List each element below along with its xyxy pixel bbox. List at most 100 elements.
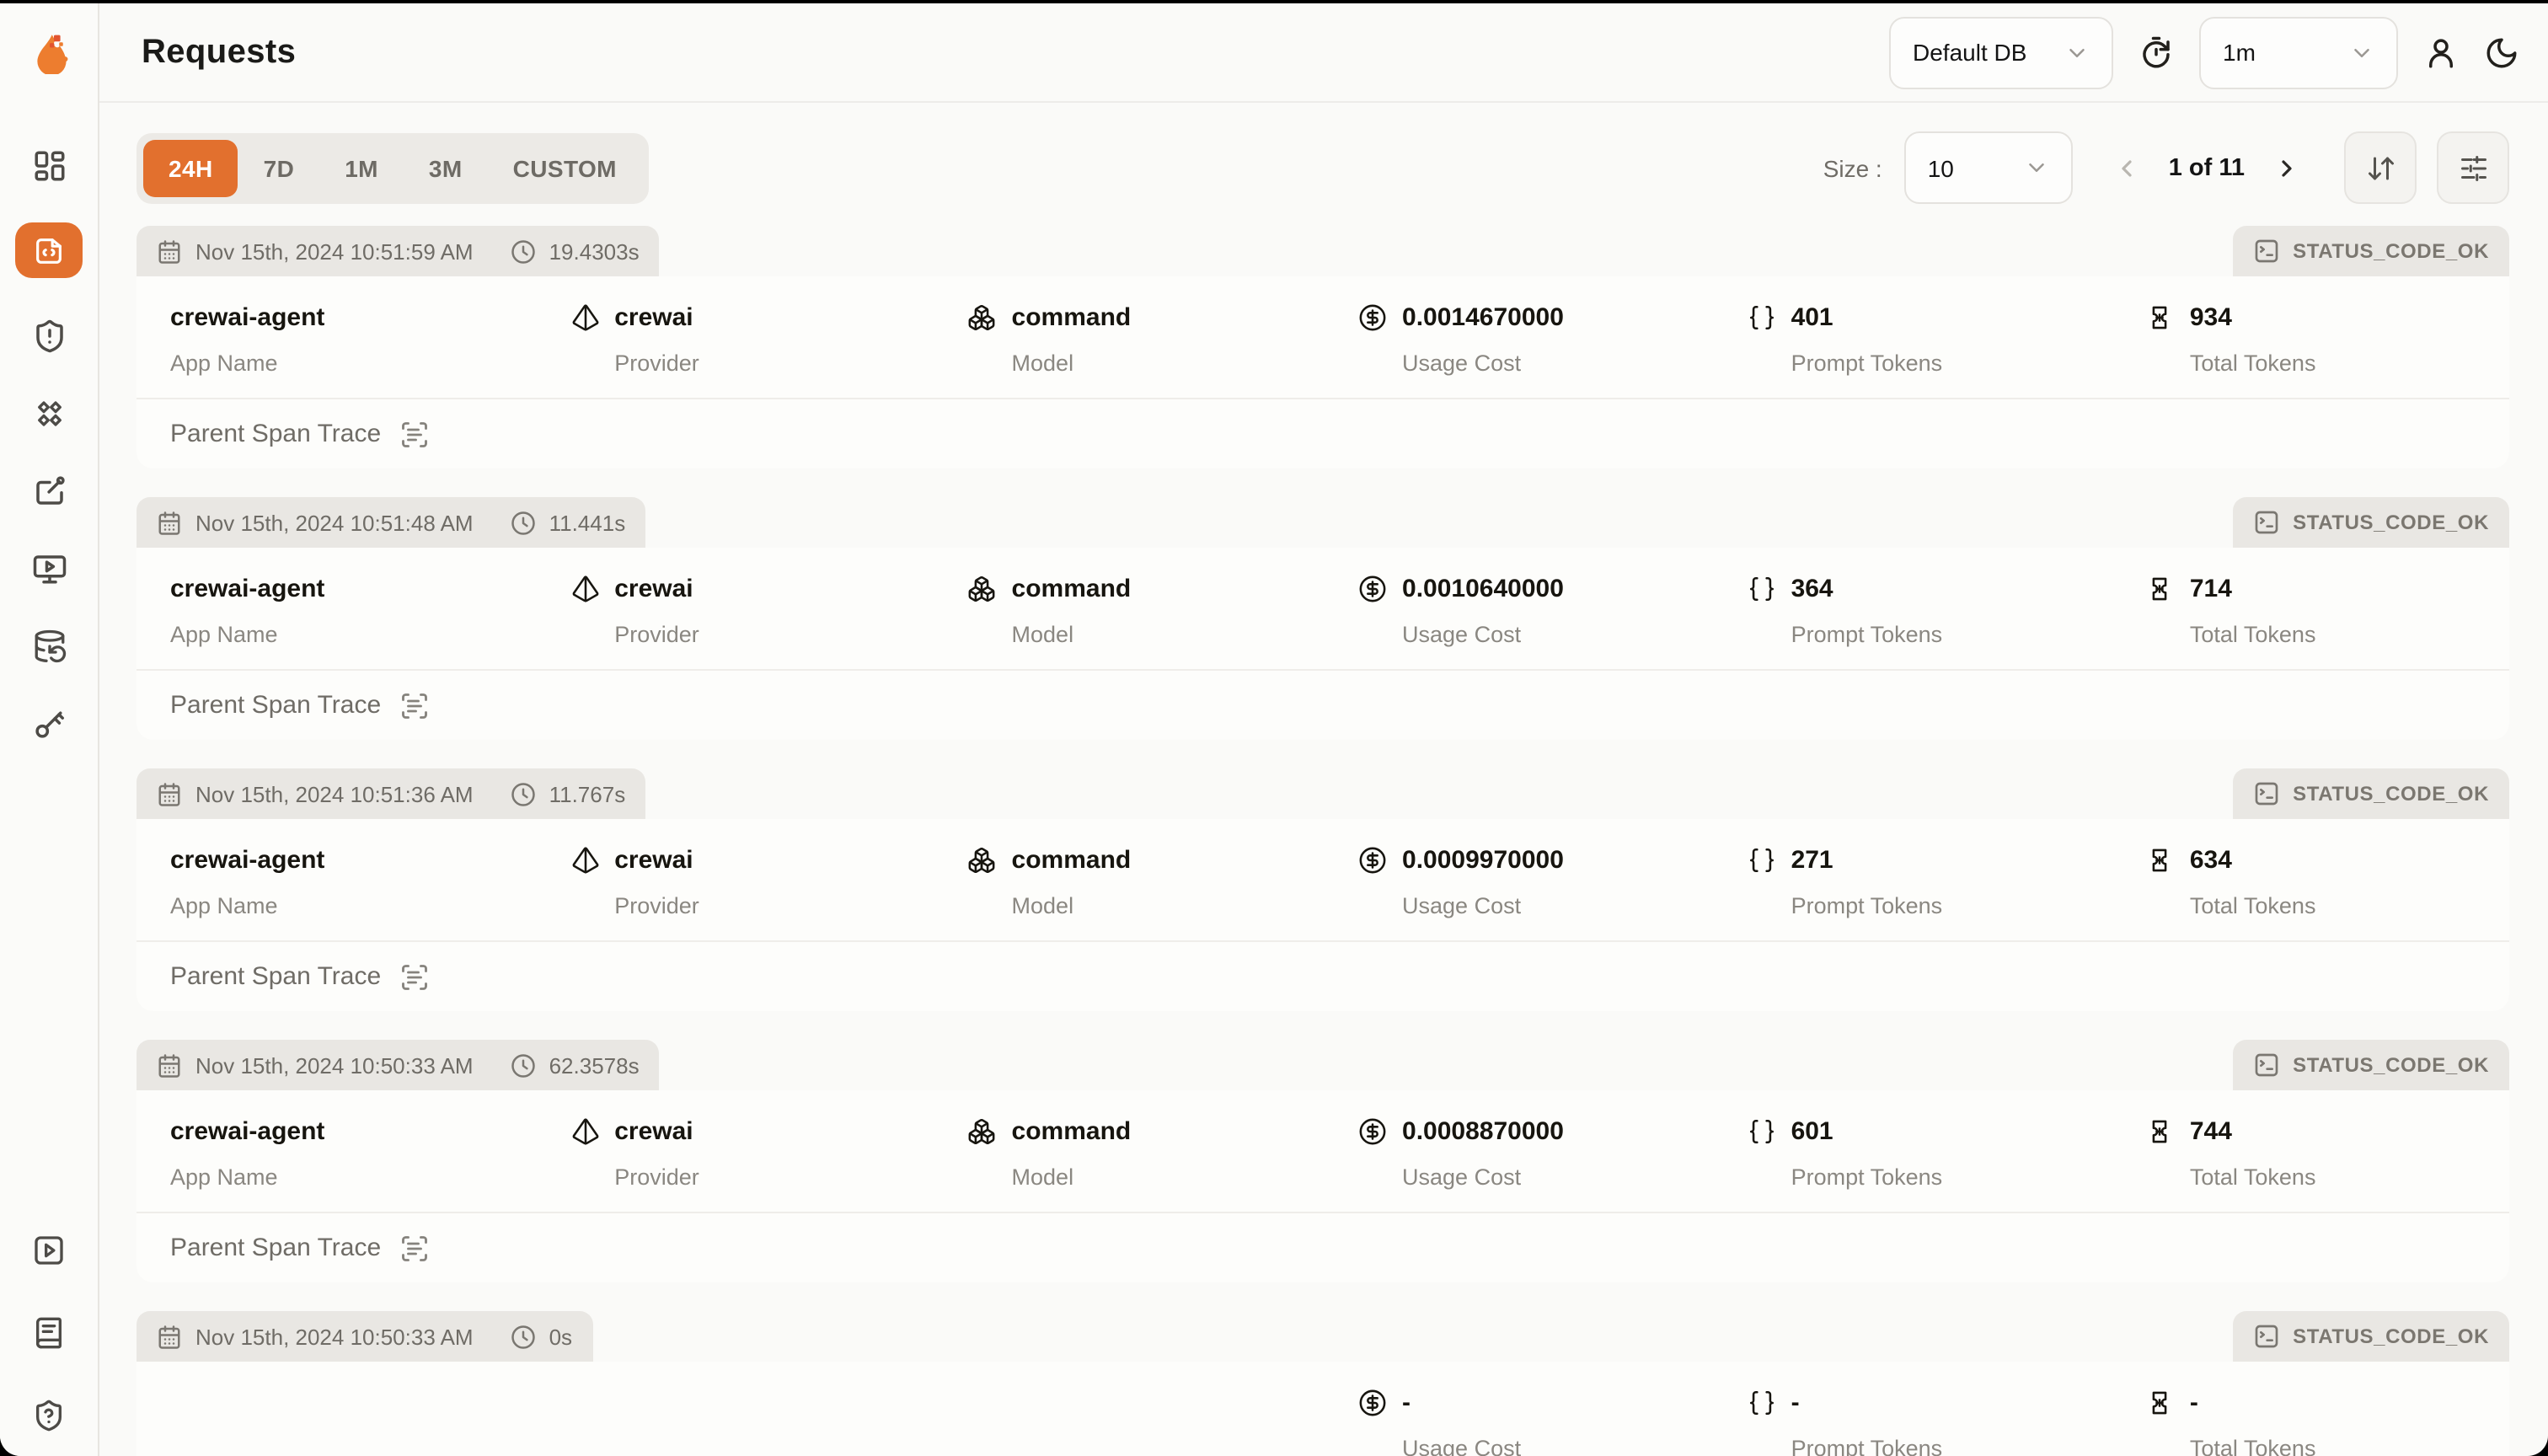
refresh-interval-select[interactable]: 1m [2199, 16, 2398, 88]
sort-button[interactable] [2344, 131, 2417, 204]
app-name-value: crewai-agent [170, 575, 325, 603]
tab-24h[interactable]: 24H [143, 139, 238, 196]
ticket-icon [2146, 303, 2175, 332]
tab-1m[interactable]: 1M [345, 154, 378, 181]
field-app-name: crewai-agent App Name [170, 300, 570, 376]
model-label: Model [1011, 351, 1074, 376]
request-card[interactable]: Nov 15th, 2024 10:51:48 AM 11.441s STATU… [136, 497, 2509, 740]
tab-7d[interactable]: 7D [263, 154, 295, 181]
field-usage-cost: 0.0008870000 Usage Cost [1358, 1114, 1748, 1190]
field-model: command Model [968, 843, 1359, 918]
calendar-icon [157, 510, 182, 535]
status-badge: STATUS_CODE_OK [2232, 497, 2509, 548]
parent-span-trace-label: Parent Span Trace [170, 691, 382, 720]
clock-icon [511, 781, 536, 806]
chevron-down-icon [2064, 40, 2090, 65]
braces-icon [1748, 1117, 1776, 1146]
model-label: Model [1011, 622, 1074, 647]
field-total-tokens: 634 Total Tokens [2146, 843, 2476, 918]
pyramid-icon [570, 846, 599, 875]
tab-custom[interactable]: CUSTOM [512, 154, 617, 181]
dark-mode-toggle[interactable] [2484, 35, 2519, 70]
braces-icon [1748, 303, 1776, 332]
field-provider: crewai Provider [570, 843, 967, 918]
profile-button[interactable] [2423, 35, 2459, 70]
request-card-chips: Nov 15th, 2024 10:51:59 AM 19.4303s STAT… [136, 226, 2509, 276]
request-card-body: crewai-agent App Name crewai Provider co… [136, 1090, 2509, 1282]
total-tokens-label: Total Tokens [2189, 1436, 2316, 1456]
prompt-tokens-value: 364 [1791, 575, 1833, 603]
terminal-icon [2252, 509, 2279, 536]
total-tokens-label: Total Tokens [2189, 351, 2316, 376]
sidebar-item-api-keys[interactable] [29, 703, 69, 743]
sidebar-item-documentation[interactable] [29, 1313, 69, 1353]
field-app-name: crewai-agent App Name [170, 571, 570, 647]
scan-text-icon [399, 1233, 430, 1263]
page-size-select[interactable]: 10 [1903, 131, 2073, 204]
app-name-label: App Name [170, 893, 278, 918]
app-name-value: crewai-agent [170, 303, 325, 332]
request-duration: 11.441s [549, 510, 626, 535]
request-card[interactable]: Nov 15th, 2024 10:50:33 AM 0s STATUS_COD… [136, 1311, 2509, 1456]
field-usage-cost: 0.0014670000 Usage Cost [1358, 300, 1748, 376]
sidebar-item-getting-started[interactable] [29, 1230, 69, 1271]
request-card[interactable]: Nov 15th, 2024 10:51:59 AM 19.4303s STAT… [136, 226, 2509, 468]
provider-value: crewai [614, 1117, 693, 1146]
total-tokens-value: 744 [2189, 1117, 2232, 1146]
database-select[interactable]: Default DB [1889, 16, 2113, 88]
parent-span-trace-row[interactable]: Parent Span Trace [136, 669, 2509, 740]
parent-span-trace-row[interactable]: Parent Span Trace [136, 398, 2509, 468]
request-card-body: crewai-agent App Name crewai Provider co… [136, 548, 2509, 740]
app-logo-flame-icon[interactable] [26, 29, 72, 74]
chevron-down-icon [2349, 40, 2374, 65]
usage-cost-value: 0.0009970000 [1402, 846, 1564, 875]
sidebar-item-prompt-hub[interactable] [29, 393, 69, 433]
usage-cost-value: 0.0010640000 [1402, 575, 1564, 603]
field-usage-cost: - Usage Cost [1358, 1385, 1748, 1456]
boxes-icon [968, 303, 997, 332]
circle-dollar-icon [1358, 846, 1387, 875]
circle-dollar-icon [1358, 1117, 1387, 1146]
filter-button[interactable] [2437, 131, 2509, 204]
request-duration: 0s [549, 1324, 573, 1349]
sidebar-item-support[interactable] [29, 1395, 69, 1436]
sidebar-item-evaluations[interactable] [29, 470, 69, 511]
boxes-icon [968, 846, 997, 875]
field-total-tokens: - Total Tokens [2146, 1385, 2476, 1456]
clock-icon [511, 238, 536, 264]
sidebar-item-database-config[interactable] [29, 625, 69, 666]
sidebar-item-dashboard[interactable] [29, 145, 69, 185]
circle-dollar-icon [1358, 303, 1387, 332]
previous-page-button[interactable] [2113, 154, 2140, 181]
provider-value: crewai [614, 303, 693, 332]
request-fields: crewai-agent App Name crewai Provider co… [136, 1090, 2509, 1212]
provider-label: Provider [614, 1164, 699, 1190]
request-card[interactable]: Nov 15th, 2024 10:50:33 AM 62.3578s STAT… [136, 1040, 2509, 1282]
app-name-label: App Name [170, 351, 278, 376]
request-time-chip: Nov 15th, 2024 10:51:59 AM 19.4303s [136, 226, 660, 276]
next-page-button[interactable] [2273, 154, 2300, 181]
request-date: Nov 15th, 2024 10:51:59 AM [195, 238, 474, 264]
shield-alert-icon [31, 318, 67, 353]
parent-span-trace-row[interactable]: Parent Span Trace [136, 940, 2509, 1011]
request-fields: crewai-agent App Name crewai Provider co… [136, 276, 2509, 398]
sidebar-item-playground[interactable] [29, 548, 69, 588]
usage-cost-value: 0.0014670000 [1402, 303, 1564, 332]
request-card[interactable]: Nov 15th, 2024 10:51:36 AM 11.767s STATU… [136, 768, 2509, 1011]
tab-3m[interactable]: 3M [428, 154, 463, 181]
top-bar-controls: Default DB 1m [1889, 16, 2519, 88]
page-size-value: 10 [1927, 154, 1954, 181]
usage-cost-label: Usage Cost [1402, 893, 1522, 918]
refresh-rate-button[interactable] [2138, 35, 2174, 70]
sidebar-item-requests[interactable] [15, 222, 83, 278]
parent-span-trace-row[interactable]: Parent Span Trace [136, 1212, 2509, 1282]
model-value: command [1011, 846, 1132, 875]
prompt-tokens-label: Prompt Tokens [1791, 622, 1943, 647]
usage-cost-label: Usage Cost [1402, 622, 1522, 647]
circle-dollar-icon [1358, 575, 1387, 603]
calendar-icon [157, 238, 182, 264]
square-play-icon [32, 1234, 66, 1267]
field-total-tokens: 714 Total Tokens [2146, 571, 2476, 647]
sidebar-item-exceptions[interactable] [29, 315, 69, 356]
